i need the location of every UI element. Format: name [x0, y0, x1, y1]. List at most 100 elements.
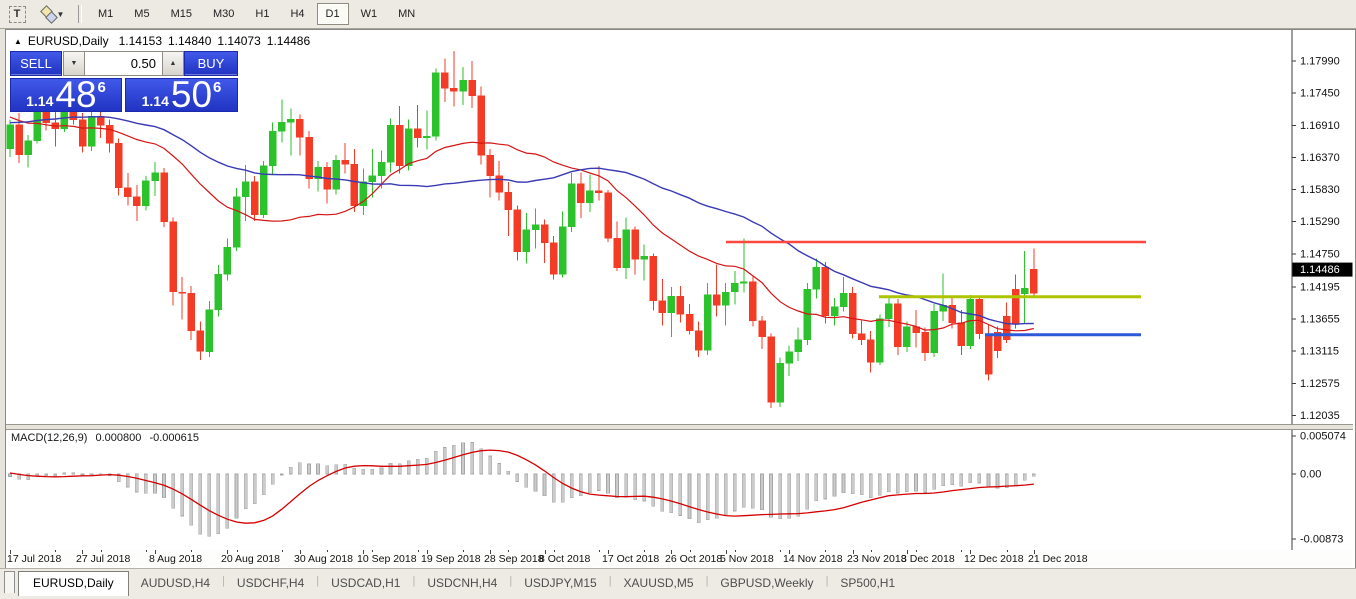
- time-tick: [490, 550, 491, 554]
- timeframe-button-m30[interactable]: M30: [212, 8, 235, 20]
- time-axis-label: 12 Dec 2018: [964, 553, 1024, 565]
- time-axis-label: 5 Nov 2018: [720, 553, 774, 565]
- time-minor-tick: [372, 550, 373, 552]
- time-axis-label: 19 Sep 2018: [421, 553, 481, 565]
- buy-price-prefix: 1.14: [141, 93, 169, 109]
- time-minor-tick: [1007, 550, 1008, 552]
- svg-text:-0.00873: -0.00873: [1300, 534, 1343, 546]
- time-tick: [970, 550, 971, 554]
- volume-decrease-button[interactable]: ▼: [63, 51, 85, 76]
- timeframe-button-group: M1 M5 M15 M30 H1 H4 D1 W1 MN: [89, 3, 427, 25]
- time-minor-tick: [554, 550, 555, 552]
- time-tick: [726, 550, 727, 554]
- time-axis-label: 21 Dec 2018: [1028, 553, 1088, 565]
- time-tick: [363, 550, 364, 554]
- tab-eurusd-daily[interactable]: EURUSD,Daily: [18, 571, 129, 596]
- chart-window: ▲ EURUSD,Daily 1.14153 1.14840 1.14073 1…: [5, 29, 1356, 570]
- time-axis-label: 28 Sep 2018: [484, 553, 544, 565]
- time-tick: [82, 550, 83, 554]
- svg-text:1.14486: 1.14486: [1300, 264, 1340, 276]
- time-axis-label: 8 Aug 2018: [149, 553, 203, 565]
- volume-spinner: ▼ ▲: [63, 51, 184, 76]
- tab-audusd-h4[interactable]: AUDUSD,H4: [140, 576, 211, 590]
- timeframe-button-m15[interactable]: M15: [170, 8, 192, 20]
- time-tick: [608, 550, 609, 554]
- arrows-tool-icon: [39, 5, 58, 24]
- svg-text:1.14750: 1.14750: [1300, 248, 1340, 260]
- time-minor-tick: [327, 550, 328, 552]
- timeframe-button-w1[interactable]: W1: [360, 8, 378, 20]
- time-minor-tick: [690, 550, 691, 552]
- toolbar-separator: [78, 5, 82, 23]
- buy-price-display[interactable]: 1.14 50 6: [125, 74, 238, 115]
- time-minor-tick: [418, 550, 419, 552]
- pane-splitter[interactable]: [6, 424, 1353, 430]
- tab-separator: |: [412, 575, 416, 587]
- tab-xauusd-m5[interactable]: XAUUSD,M5: [623, 576, 694, 590]
- time-minor-tick: [961, 550, 962, 552]
- sell-price-big: 48: [55, 74, 97, 115]
- tab-separator: |: [509, 575, 513, 587]
- buy-button[interactable]: BUY: [184, 51, 238, 76]
- sell-price-prefix: 1.14: [26, 93, 54, 109]
- tab-separator: |: [316, 575, 320, 587]
- tab-bar-stub: [4, 571, 15, 593]
- time-minor-tick: [916, 550, 917, 552]
- time-minor-tick: [101, 550, 102, 552]
- time-minor-tick: [508, 550, 509, 552]
- sell-price-display[interactable]: 1.14 48 6: [10, 74, 122, 115]
- volume-input[interactable]: [85, 51, 162, 76]
- timeframe-button-m1[interactable]: M1: [98, 8, 114, 20]
- text-tool-button[interactable]: T: [4, 3, 30, 25]
- volume-increase-button[interactable]: ▲: [162, 51, 184, 76]
- tab-usdjpy-m15[interactable]: USDJPY,M15: [524, 576, 597, 590]
- svg-text:1.12575: 1.12575: [1300, 378, 1340, 390]
- chevron-down-icon: ▼: [56, 9, 65, 19]
- tab-gbpusd-weekly[interactable]: GBPUSD,Weekly: [720, 576, 814, 590]
- tab-usdchf-h4[interactable]: USDCHF,H4: [236, 576, 305, 590]
- time-tick: [671, 550, 672, 554]
- time-tick: [907, 550, 908, 554]
- svg-text:1.13115: 1.13115: [1300, 346, 1339, 358]
- timeframe-button-d1[interactable]: D1: [316, 3, 349, 25]
- tab-separator: |: [608, 575, 612, 587]
- one-click-trading-panel: SELL ▼ ▲ BUY 1.14 48 6 1.14 50 6: [10, 51, 238, 115]
- time-minor-tick: [282, 550, 283, 552]
- svg-text:0.00: 0.00: [1300, 469, 1321, 481]
- time-tick: [155, 550, 156, 554]
- sell-button[interactable]: SELL: [10, 51, 62, 76]
- top-toolbar: T ▼ M1 M5 M15 M30 H1 H4 D1 W1 MN: [0, 0, 1356, 29]
- price-chart-area[interactable]: 1.17990 1.17450 1.16910 1.16370 1.15830 1.152…: [6, 30, 1353, 424]
- time-axis-label: 20 Aug 2018: [221, 553, 280, 565]
- time-axis-label: 23 Nov 2018: [847, 553, 907, 565]
- svg-text:1.14195: 1.14195: [1300, 281, 1340, 293]
- tab-usdcnh-h4[interactable]: USDCNH,H4: [427, 576, 498, 590]
- buy-price-big: 50: [170, 74, 213, 115]
- time-minor-tick: [871, 550, 872, 552]
- chart-tab-bar: EURUSD,Daily AUDUSD,H4 | USDCHF,H4 | USDCAD,H…: [0, 568, 1356, 599]
- svg-text:1.15290: 1.15290: [1300, 216, 1340, 228]
- time-minor-tick: [644, 550, 645, 552]
- timeframe-button-m5[interactable]: M5: [134, 8, 150, 20]
- macd-indicator-area[interactable]: 0.005074 0.00 -0.00873: [6, 430, 1353, 550]
- arrows-tool-button[interactable]: ▼: [34, 3, 72, 25]
- time-axis-label: 26 Oct 2018: [665, 553, 723, 565]
- text-tool-icon: T: [8, 5, 26, 23]
- tab-sp500-h1[interactable]: SP500,H1: [840, 576, 896, 590]
- time-minor-tick: [146, 550, 147, 552]
- time-axis-label: 30 Aug 2018: [294, 553, 353, 565]
- time-axis-label: 27 Jul 2018: [76, 553, 131, 565]
- time-minor-tick: [191, 550, 192, 552]
- timeframe-button-mn[interactable]: MN: [398, 8, 416, 20]
- time-minor-tick: [780, 550, 781, 552]
- svg-text:1.17450: 1.17450: [1300, 88, 1340, 100]
- svg-text:1.12035: 1.12035: [1300, 410, 1340, 422]
- time-tick: [10, 550, 11, 554]
- timeframe-button-h1[interactable]: H1: [255, 8, 270, 20]
- time-tick: [427, 550, 428, 554]
- tab-usdcad-h1[interactable]: USDCAD,H1: [331, 576, 401, 590]
- time-axis[interactable]: 17 Jul 2018 27 Jul 2018 8 Aug 2018 20 Aug 2…: [6, 550, 1353, 567]
- buy-price-sup: 6: [213, 78, 222, 96]
- timeframe-button-h4[interactable]: H4: [290, 8, 305, 20]
- time-tick: [853, 550, 854, 554]
